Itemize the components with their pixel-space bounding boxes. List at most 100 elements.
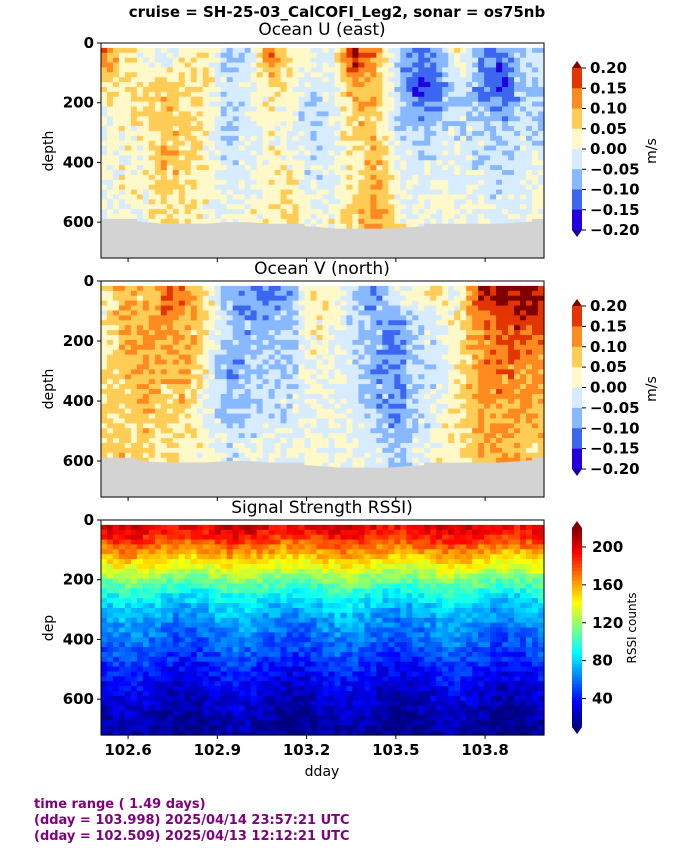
heat-cell — [142, 155, 150, 161]
heat-cell — [370, 150, 377, 156]
heat-cell — [538, 91, 545, 98]
heat-cell — [250, 325, 258, 331]
heat-cell — [454, 121, 461, 127]
heat-cell — [148, 428, 156, 434]
heat-cell — [298, 354, 306, 361]
heat-cell — [430, 184, 437, 191]
heat-cell — [244, 91, 252, 98]
heat-cell — [442, 130, 449, 137]
heat-cell — [106, 379, 114, 385]
heat-cell — [280, 379, 288, 385]
heat-cell — [292, 184, 300, 191]
heat-cell — [508, 174, 515, 181]
heat-cell — [298, 418, 306, 424]
heat-cell — [334, 384, 342, 390]
heat-cell — [112, 91, 120, 98]
heat-cell — [226, 295, 234, 302]
heat-cell — [256, 62, 264, 69]
heat-cell — [232, 359, 240, 366]
heat-cell — [370, 116, 377, 122]
heat-cell — [286, 52, 294, 59]
heat-cell — [142, 398, 150, 405]
heat-cell — [406, 174, 413, 181]
heat-cell — [106, 433, 114, 439]
heat-cell — [418, 82, 425, 88]
heat-cell — [274, 433, 282, 439]
heat-cell — [250, 447, 258, 454]
heat-cell — [274, 121, 282, 127]
heat-cell — [526, 91, 533, 98]
heat-cell — [538, 82, 545, 88]
heat-cell — [514, 174, 521, 181]
heat-cell — [346, 101, 354, 108]
heat-cell — [376, 67, 383, 73]
heat-cell — [460, 170, 467, 176]
heat-cell — [148, 339, 156, 346]
heat-cell — [340, 285, 348, 292]
heat-cell — [172, 170, 180, 176]
heat-cell — [262, 369, 270, 375]
heat-cell — [244, 57, 252, 64]
heat-cell — [370, 184, 377, 191]
heat-cell — [340, 384, 348, 390]
heat-cell — [268, 199, 276, 205]
heat-cell — [388, 106, 395, 113]
heat-cell — [304, 325, 312, 331]
heat-cell — [106, 155, 114, 161]
heat-cell — [448, 218, 455, 225]
heat-cell — [370, 218, 377, 225]
heat-cell — [496, 204, 503, 210]
heat-cell — [262, 160, 270, 166]
heat-cell — [112, 47, 120, 54]
heat-cell — [292, 295, 300, 302]
heat-cell — [202, 170, 210, 176]
heat-cell — [298, 96, 306, 103]
heat-cell — [430, 199, 437, 205]
heat-cell — [310, 218, 318, 225]
heat-cell — [268, 204, 276, 210]
heat-cell — [286, 165, 294, 171]
heat-cell — [208, 67, 216, 73]
heat-cell — [322, 52, 330, 59]
heat-cell — [502, 160, 509, 166]
heat-cell — [226, 393, 234, 400]
heat-cell — [226, 389, 234, 395]
heat-cell — [280, 145, 288, 152]
heat-cell — [214, 52, 222, 59]
heat-cell — [310, 354, 318, 361]
heat-cell — [112, 72, 120, 78]
heat-cell — [340, 145, 348, 152]
heat-cell — [370, 91, 377, 98]
heat-cell — [340, 443, 348, 449]
heat-cell — [274, 77, 282, 83]
heat-cell — [526, 150, 533, 156]
heat-cell — [136, 214, 144, 220]
heat-cell — [232, 47, 240, 54]
heat-cell — [262, 189, 270, 196]
heat-cell — [328, 47, 336, 54]
heat-cell — [256, 174, 264, 181]
heat-cell — [394, 199, 401, 205]
heat-cell — [268, 155, 276, 161]
heat-cell — [388, 116, 395, 122]
heat-cell — [418, 174, 425, 181]
heat-cell — [214, 165, 222, 171]
heat-cell — [274, 130, 282, 137]
heat-cell — [376, 57, 383, 64]
heat-cell — [442, 96, 449, 103]
heat-cell — [154, 349, 162, 356]
heat-cell — [502, 67, 509, 73]
heat-cell — [256, 295, 264, 302]
heat-cell — [286, 189, 294, 196]
heat-cell — [220, 57, 228, 64]
heat-cell — [280, 305, 288, 312]
heat-cell — [202, 130, 210, 137]
heat-cell — [490, 47, 497, 54]
heat-cell — [208, 214, 216, 220]
heat-cell — [202, 389, 210, 395]
heat-cell — [166, 96, 174, 103]
heat-cell — [160, 335, 168, 341]
heat-cell — [268, 443, 276, 449]
heat-cell — [118, 389, 126, 395]
heat-cell — [298, 199, 306, 205]
